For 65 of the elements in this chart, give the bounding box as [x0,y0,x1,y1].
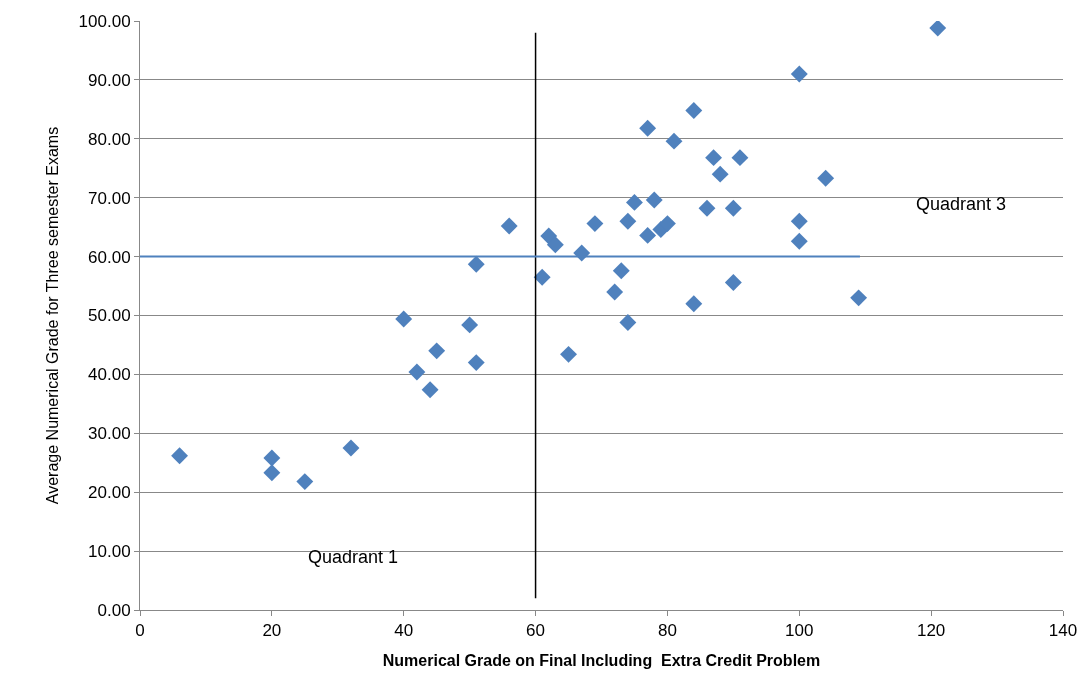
point [929,21,947,37]
x-tick-label: 20 [262,621,282,641]
point [586,215,604,233]
y-tick-label: 70.00 [88,188,131,208]
point [606,283,624,301]
point [626,193,643,211]
point [724,199,742,217]
point [560,345,577,363]
point [408,363,426,381]
point [645,191,663,209]
point [546,236,564,254]
point [395,310,413,328]
x-tick-label: 0 [135,621,145,641]
x-axis-title: Numerical Grade on Final Including Extra Credit Problem [382,652,821,670]
point [790,232,808,250]
x-tick-label: 120 [916,621,946,641]
point [540,227,558,245]
x-tick-label: 100 [785,621,814,641]
point [698,199,716,217]
point [467,255,485,273]
y-tick-label: 50.00 [88,306,131,326]
point [342,439,360,457]
x-tick-label: 40 [394,621,414,641]
point [421,381,439,399]
y-tick-label: 10.00 [88,542,131,562]
y-tick-label: 90.00 [88,70,131,90]
point [263,449,281,467]
x-tick-label: 80 [657,621,677,641]
y-axis-title: Average Numerical Grade for Three semester Exams [44,126,62,505]
point [639,119,657,137]
annotation: Quadrant 1 [308,547,399,567]
y-tick-label: 30.00 [88,424,131,444]
y-tick-label: 0.00 [97,600,131,620]
point [296,473,314,491]
point [467,354,485,372]
point [658,215,676,233]
point [639,226,657,244]
point [619,314,637,332]
point [665,132,683,150]
point [850,289,868,307]
annotation: Quadrant 3 [916,194,1007,214]
point [790,212,808,230]
y-tick-label: 40.00 [88,365,131,385]
point [171,447,189,465]
y-tick-label: 80.00 [88,129,131,149]
point [711,165,729,183]
x-tick-label: 60 [526,621,546,641]
point [705,149,723,167]
point [428,342,446,360]
point [685,295,703,313]
point [724,274,742,291]
point [619,212,637,230]
point [612,262,630,280]
point [685,102,703,119]
y-tick-label: 60.00 [88,247,131,267]
y-tick-label: 20.00 [88,483,131,503]
point [500,217,518,235]
point [790,65,808,83]
point [263,464,281,482]
x-tick-label: 140 [1048,621,1078,641]
y-tick-label: 100.00 [78,11,131,31]
point [731,149,749,167]
point [461,316,479,334]
point [533,268,551,286]
point [817,169,835,187]
